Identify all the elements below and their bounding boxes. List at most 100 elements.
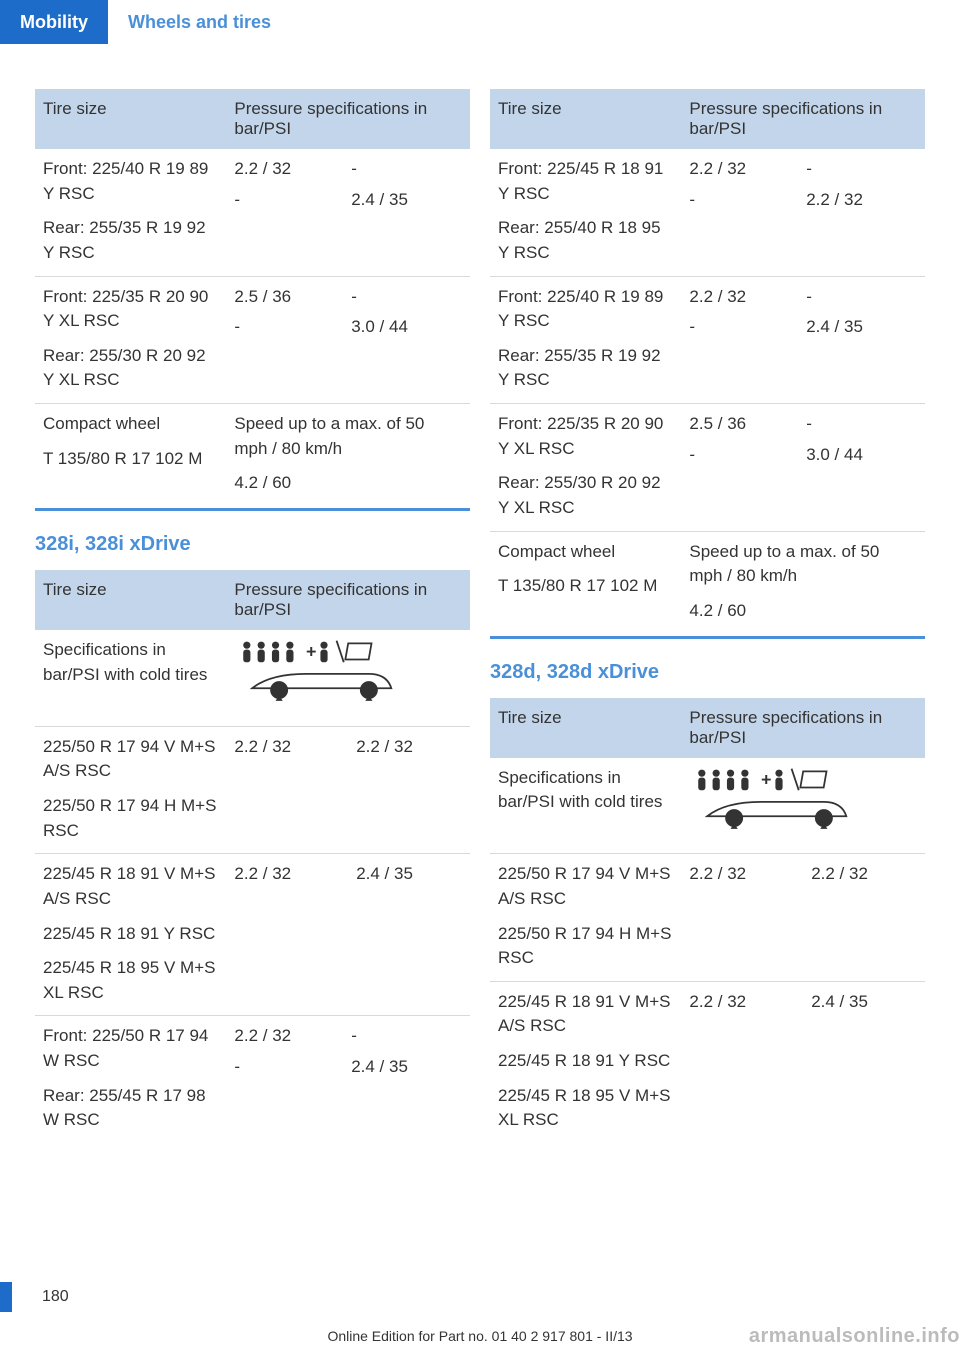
- cell-size: Front: 225/40 R 19 89 Y RSC Rear: 255/35…: [490, 276, 681, 404]
- cell-press: Speed up to a max. of 50 mph / 80 km/h 4…: [226, 404, 470, 506]
- press-val: -: [351, 285, 462, 310]
- size-text: Rear: 255/35 R 19 92 Y RSC: [43, 216, 218, 265]
- press-val: -: [234, 188, 345, 213]
- cell-press: 2.5 / 36 - - 3.0 / 44: [681, 404, 925, 532]
- cell-press: 2.2 / 32: [681, 981, 803, 1143]
- cell-size: Front: 225/50 R 17 94 W RSC Rear: 255/45…: [35, 1016, 226, 1143]
- size-text: 225/45 R 18 91 V M+S A/S RSC: [498, 990, 673, 1039]
- press-val: -: [234, 315, 345, 340]
- cell-size: 225/45 R 18 91 V M+S A/S RSC 225/45 R 18…: [35, 854, 226, 1016]
- page-content: Tire size Pressure specifications in bar…: [0, 44, 960, 1143]
- size-text: 225/45 R 18 95 V M+S XL RSC: [498, 1084, 673, 1133]
- press-val: 2.4 / 35: [351, 188, 462, 213]
- cell-press: 2.2 / 32 - - 2.4 / 35: [226, 149, 470, 276]
- press-val: 2.2 / 32: [806, 188, 917, 213]
- table-row: 225/50 R 17 94 V M+S A/S RSC 225/50 R 17…: [490, 854, 925, 982]
- size-text: Compact wheel: [498, 540, 673, 565]
- cell-press: 2.2 / 32 - - 2.2 / 32: [681, 149, 925, 276]
- cell-press: 2.5 / 36 - - 3.0 / 44: [226, 276, 470, 404]
- size-text: Front: 225/40 R 19 89 Y RSC: [498, 285, 673, 334]
- cell-press: 2.2 / 32: [803, 854, 925, 982]
- size-text: Rear: 255/35 R 19 92 Y RSC: [498, 344, 673, 393]
- size-text: Rear: 255/45 R 17 98 W RSC: [43, 1084, 218, 1133]
- page-num-accent: [0, 1282, 12, 1312]
- size-text: Compact wheel: [43, 412, 218, 437]
- cell-size: Front: 225/40 R 19 89 Y RSC Rear: 255/35…: [35, 149, 226, 276]
- press-val: 3.0 / 44: [351, 315, 462, 340]
- cell-size: Front: 225/35 R 20 90 Y XL RSC Rear: 255…: [490, 404, 681, 532]
- size-text: Rear: 255/30 R 20 92 Y XL RSC: [43, 344, 218, 393]
- left-column: Tire size Pressure specifications in bar…: [35, 89, 470, 1143]
- left-table-2: Tire size Pressure specifications in bar…: [35, 570, 470, 1143]
- size-text: Rear: 255/30 R 20 92 Y XL RSC: [498, 471, 673, 520]
- press-val: 2.5 / 36: [689, 412, 800, 437]
- th-pressure: Pressure specifications in bar/PSI: [226, 570, 470, 630]
- right-column: Tire size Pressure specifications in bar…: [490, 89, 925, 1143]
- press-note: Speed up to a max. of 50 mph / 80 km/h: [234, 412, 462, 461]
- cell-size: Front: 225/35 R 20 90 Y XL RSC Rear: 255…: [35, 276, 226, 404]
- press-val: -: [689, 443, 800, 468]
- size-text: Rear: 255/40 R 18 95 Y RSC: [498, 216, 673, 265]
- table-row: 225/45 R 18 91 V M+S A/S RSC 225/45 R 18…: [490, 981, 925, 1143]
- th-tire-size: Tire size: [490, 698, 681, 758]
- size-text: 225/50 R 17 94 H M+S RSC: [498, 922, 673, 971]
- size-text: 225/45 R 18 95 V M+S XL RSC: [43, 956, 218, 1005]
- size-text: Front: 225/35 R 20 90 Y XL RSC: [43, 285, 218, 334]
- press-val: -: [806, 157, 917, 182]
- load-icons: +: [689, 766, 917, 844]
- table-row: Compact wheel T 135/80 R 17 102 M Speed …: [35, 404, 470, 506]
- press-val: 2.2 / 32: [234, 1024, 345, 1049]
- table-row: Front: 225/35 R 20 90 Y XL RSC Rear: 255…: [35, 276, 470, 404]
- size-text: 225/45 R 18 91 Y RSC: [43, 922, 218, 947]
- cell-press: 2.2 / 32: [348, 726, 470, 854]
- th-tire-size: Tire size: [35, 89, 226, 149]
- table-row: Front: 225/45 R 18 91 Y RSC Rear: 255/40…: [490, 149, 925, 276]
- right-table-2: Tire size Pressure specifications in bar…: [490, 698, 925, 1143]
- press-val: -: [351, 1024, 462, 1049]
- table-row: Front: 225/50 R 17 94 W RSC Rear: 255/45…: [35, 1016, 470, 1143]
- size-text: 225/45 R 18 91 V M+S A/S RSC: [43, 862, 218, 911]
- passenger-load-icon: +: [234, 638, 414, 708]
- cell-press: 2.2 / 32 - - 2.4 / 35: [681, 276, 925, 404]
- press-val: 2.2 / 32: [234, 157, 345, 182]
- table-row: Specifications in bar/PSI with cold tire…: [35, 630, 470, 726]
- size-text: T 135/80 R 17 102 M: [43, 447, 218, 472]
- top-bar: Mobility Wheels and tires: [0, 0, 960, 44]
- table-row: Compact wheel T 135/80 R 17 102 M Speed …: [490, 531, 925, 633]
- th-tire-size: Tire size: [35, 570, 226, 630]
- press-val: 2.2 / 32: [689, 285, 800, 310]
- cell-press: 2.4 / 35: [348, 854, 470, 1016]
- left-table-1: Tire size Pressure specifications in bar…: [35, 89, 470, 506]
- size-text: 225/45 R 18 91 Y RSC: [498, 1049, 673, 1074]
- svg-text:+: +: [761, 769, 771, 789]
- size-text: T 135/80 R 17 102 M: [498, 574, 673, 599]
- cell-press: 2.4 / 35: [803, 981, 925, 1143]
- table-row: 225/50 R 17 94 V M+S A/S RSC 225/50 R 17…: [35, 726, 470, 854]
- svg-text:+: +: [306, 642, 316, 662]
- cell-size: Compact wheel T 135/80 R 17 102 M: [490, 531, 681, 633]
- cell-size: 225/45 R 18 91 V M+S A/S RSC 225/45 R 18…: [490, 981, 681, 1143]
- cell-press: 2.2 / 32: [226, 854, 348, 1016]
- press-val: -: [351, 157, 462, 182]
- size-text: Front: 225/35 R 20 90 Y XL RSC: [498, 412, 673, 461]
- press-val: 3.0 / 44: [806, 443, 917, 468]
- press-val: -: [689, 188, 800, 213]
- cell-press: 2.2 / 32: [681, 854, 803, 982]
- page-number: 180: [42, 1288, 69, 1306]
- table-row: 225/45 R 18 91 V M+S A/S RSC 225/45 R 18…: [35, 854, 470, 1016]
- section-title-328i: 328i, 328i xDrive: [35, 533, 470, 556]
- th-pressure: Pressure specifications in bar/PSI: [681, 698, 925, 758]
- size-text: Front: 225/50 R 17 94 W RSC: [43, 1024, 218, 1073]
- cell-size: 225/50 R 17 94 V M+S A/S RSC 225/50 R 17…: [35, 726, 226, 854]
- th-pressure: Pressure specifications in bar/PSI: [681, 89, 925, 149]
- cell-intro: Specifications in bar/PSI with cold tire…: [490, 758, 681, 854]
- press-val: 2.2 / 32: [689, 157, 800, 182]
- tab-mobility: Mobility: [0, 0, 108, 44]
- cell-press: 2.2 / 32 - - 2.4 / 35: [226, 1016, 470, 1143]
- press-val: -: [234, 1055, 345, 1080]
- table-row: Specifications in bar/PSI with cold tire…: [490, 758, 925, 854]
- page-number-bar: 180: [0, 1282, 69, 1312]
- size-text: 225/50 R 17 94 V M+S A/S RSC: [498, 862, 673, 911]
- th-tire-size: Tire size: [490, 89, 681, 149]
- cell-size: Front: 225/45 R 18 91 Y RSC Rear: 255/40…: [490, 149, 681, 276]
